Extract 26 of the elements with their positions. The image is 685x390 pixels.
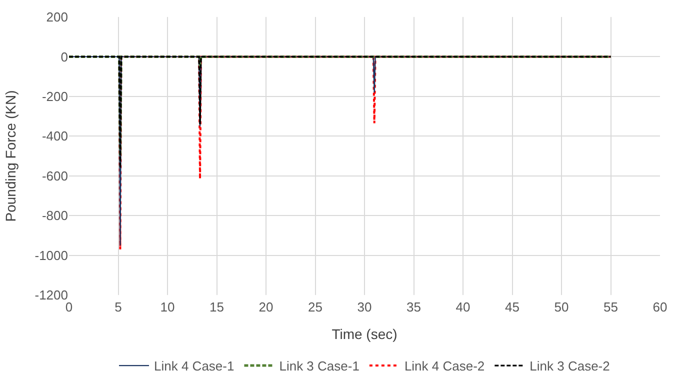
x-tick-label: 35: [406, 300, 421, 315]
legend-label: Link 4 Case-2: [404, 358, 485, 374]
x-tick-label: 5: [114, 300, 122, 315]
x-tick-label: 15: [210, 300, 224, 315]
x-tick-label: 55: [604, 300, 618, 315]
y-tick-label: -800: [42, 208, 68, 224]
y-tick-label: -1000: [34, 248, 68, 263]
x-axis-title: Time (sec): [332, 326, 398, 342]
x-tick-label: 10: [160, 300, 175, 315]
x-tick-label: 20: [258, 300, 274, 315]
y-tick-label: -400: [42, 128, 68, 144]
y-tick-label: 0: [60, 49, 68, 64]
x-tick-label: 60: [652, 300, 668, 315]
y-tick-label: -1200: [34, 288, 68, 303]
x-tick-label: 45: [505, 300, 520, 315]
legend-label: Link 4 Case-1: [154, 358, 234, 374]
y-axis-title: Pounding Force (KN): [2, 90, 18, 222]
x-tick-label: 30: [357, 300, 372, 315]
legend-label: Link 3 Case-1: [279, 358, 360, 374]
legend-label: Link 3 Case-2: [530, 358, 610, 374]
y-tick-label: -200: [42, 88, 68, 104]
y-tick-label: 200: [46, 10, 68, 25]
y-tick-label: -600: [42, 168, 68, 184]
x-tick-label: 50: [554, 300, 569, 315]
x-tick-label: 40: [456, 300, 470, 315]
x-tick-label: 25: [308, 300, 322, 315]
